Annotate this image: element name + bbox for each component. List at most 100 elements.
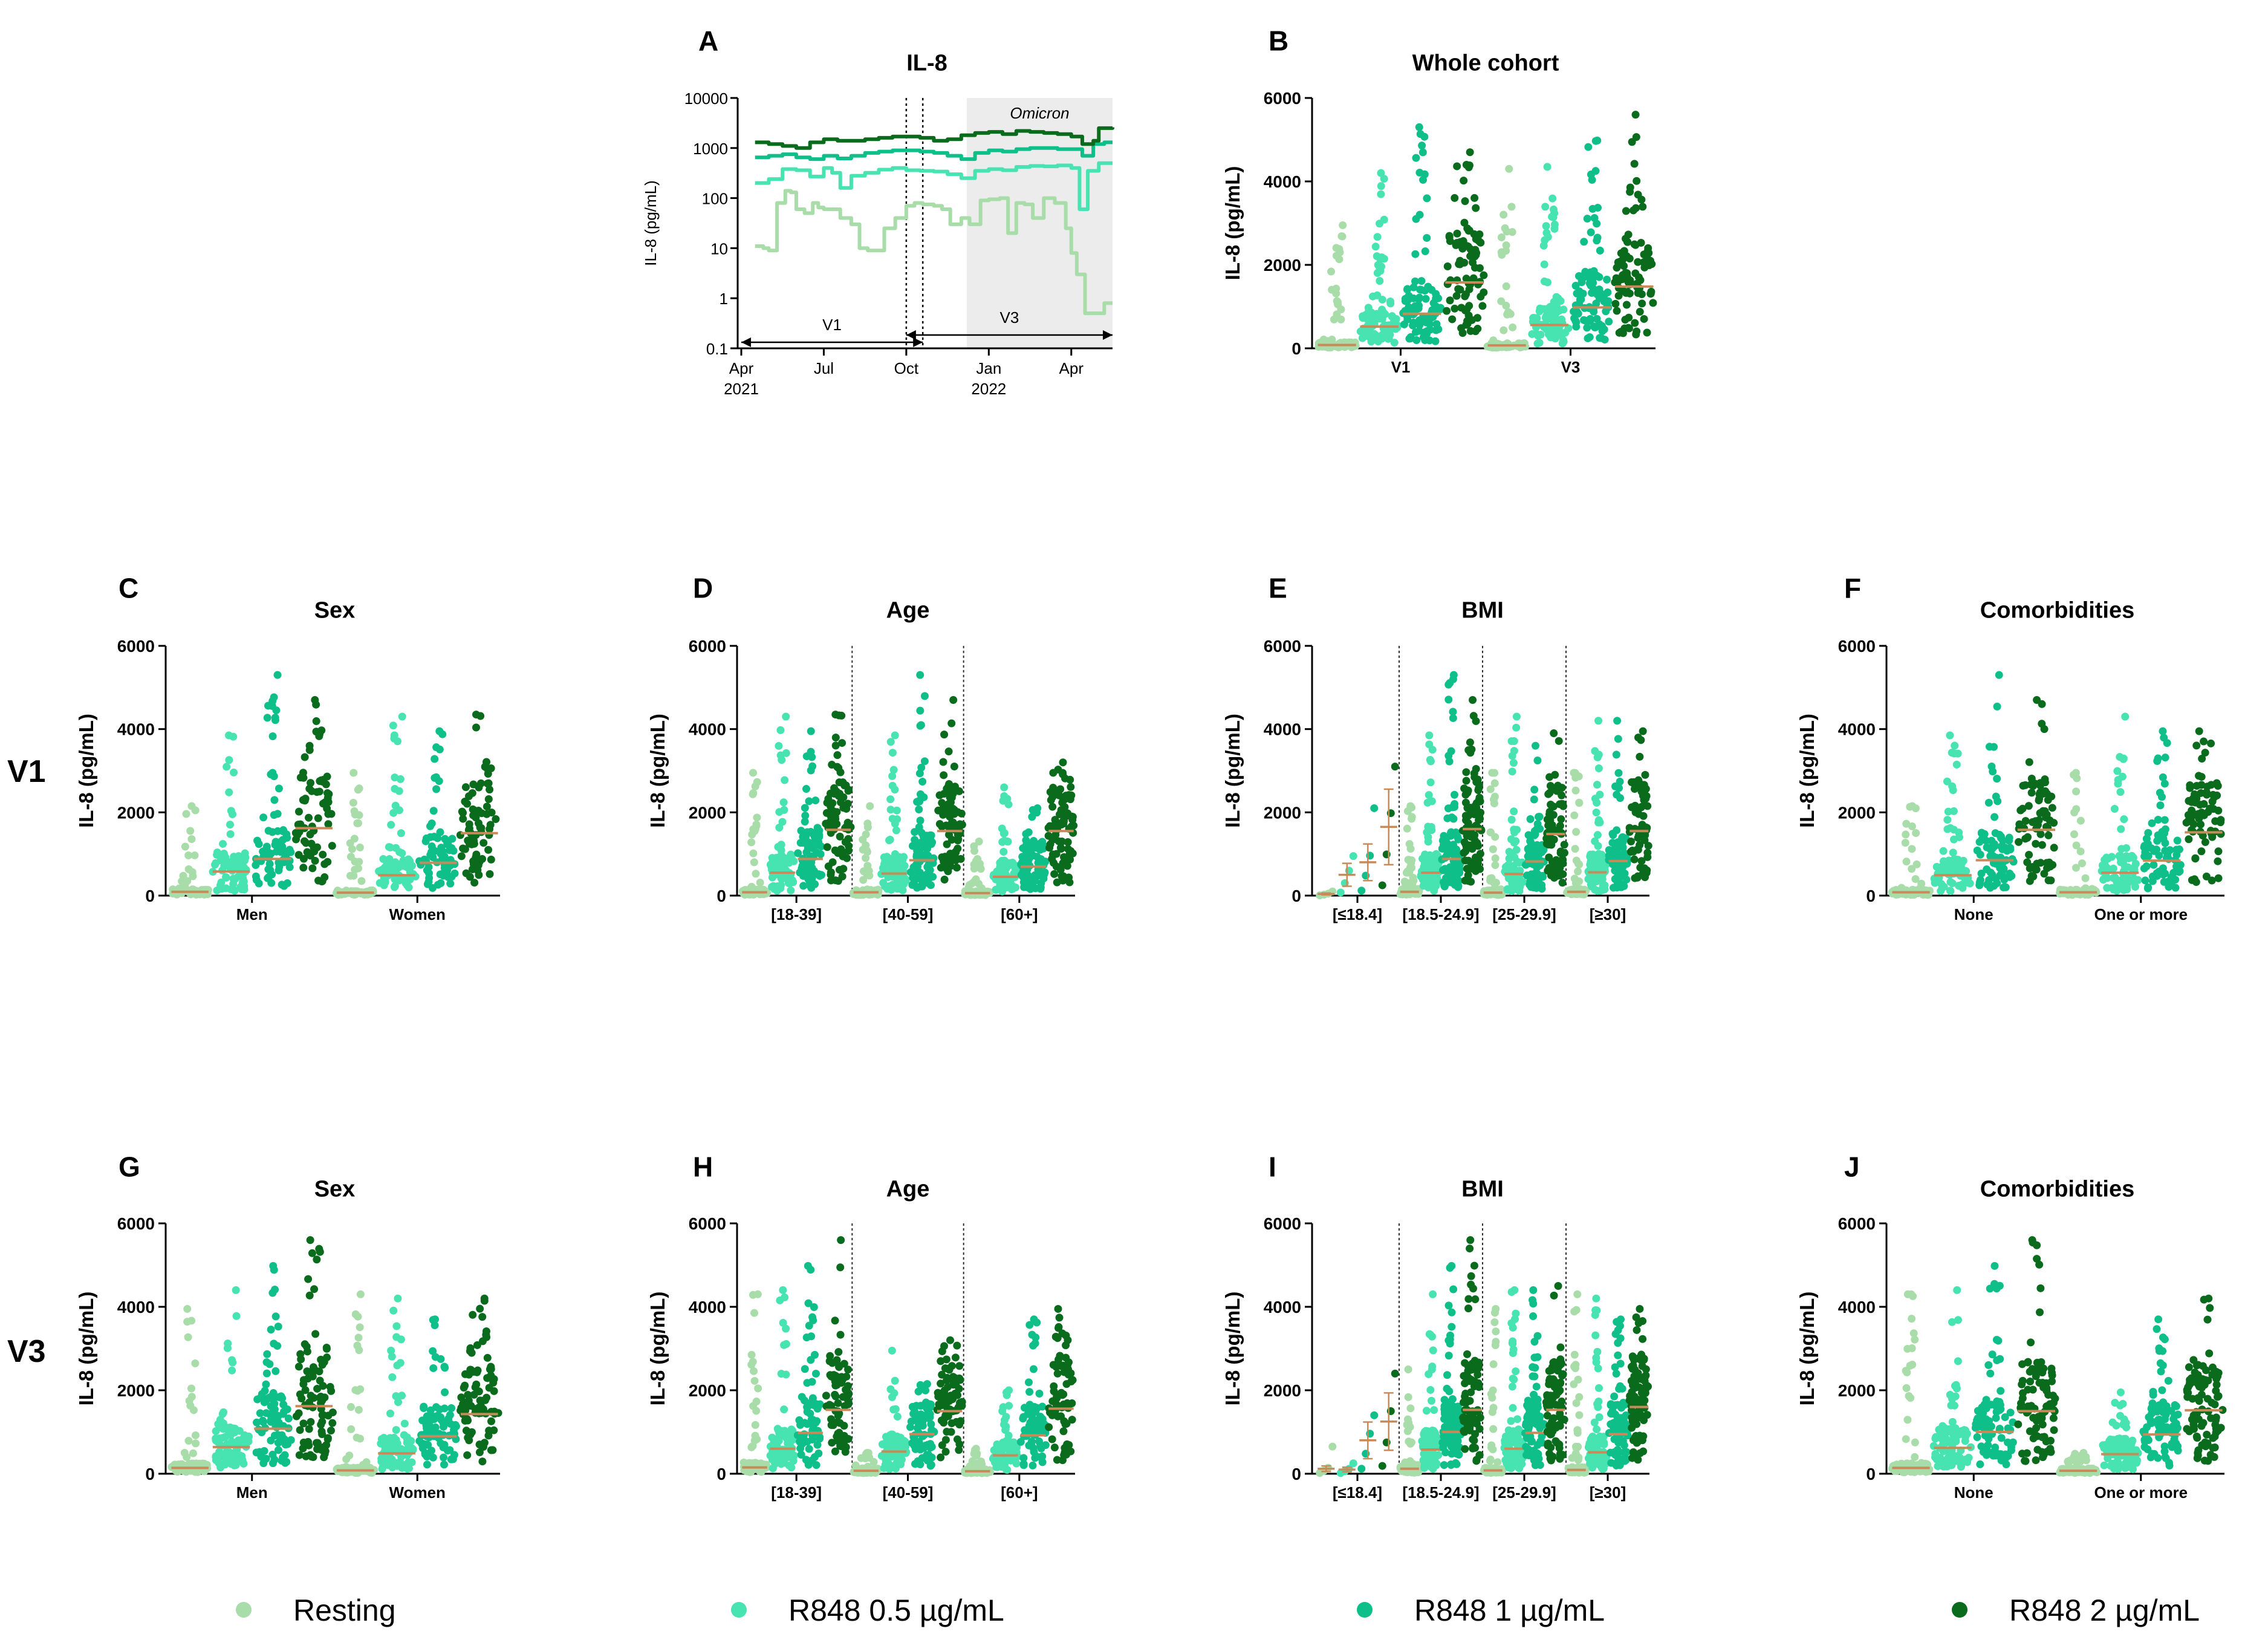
y-tick-label: 2000	[1838, 803, 1876, 822]
data-point	[1591, 885, 1599, 894]
data-point	[188, 868, 197, 876]
data-point	[1450, 802, 1458, 811]
data-point	[397, 829, 405, 838]
data-point	[940, 771, 948, 779]
data-point	[787, 850, 795, 859]
data-point	[2035, 790, 2044, 798]
data-point	[1446, 237, 1454, 246]
data-point	[386, 1409, 395, 1417]
data-point	[284, 848, 292, 857]
dot-cloud	[1443, 148, 1488, 337]
data-point	[1902, 830, 1910, 839]
data-point	[267, 770, 275, 778]
data-point	[1443, 873, 1452, 881]
data-point	[447, 873, 456, 881]
data-point	[1056, 810, 1064, 819]
data-point	[2038, 841, 2046, 849]
data-point	[470, 836, 478, 845]
data-point	[777, 881, 785, 890]
data-point	[1528, 330, 1536, 338]
data-point	[926, 831, 934, 839]
data-point	[865, 871, 874, 880]
data-point	[223, 763, 231, 771]
dot-cloud	[1611, 111, 1657, 339]
data-point	[1462, 768, 1470, 776]
data-point	[754, 1384, 762, 1393]
dot-cloud	[252, 671, 295, 890]
data-point	[1370, 804, 1379, 812]
data-point	[1611, 299, 1620, 308]
data-point	[437, 879, 445, 888]
data-point	[1024, 828, 1033, 836]
data-point	[1975, 881, 1984, 890]
data-point	[1504, 340, 1512, 348]
data-point	[2078, 859, 2086, 868]
data-point	[1505, 847, 1513, 856]
data-point	[2001, 883, 2010, 891]
data-point	[271, 1312, 280, 1321]
x-tick-label: [18-39]	[771, 1483, 822, 1502]
data-point	[1423, 233, 1431, 242]
data-point	[917, 763, 926, 772]
data-point	[1982, 836, 1990, 845]
data-point	[2131, 882, 2139, 891]
data-point	[1593, 781, 1601, 789]
data-point	[826, 789, 834, 798]
data-point	[225, 788, 233, 796]
data-point	[2214, 857, 2222, 865]
data-point	[1550, 729, 1558, 738]
data-point	[1999, 836, 2007, 845]
data-point	[1614, 769, 1623, 777]
data-point	[1463, 305, 1471, 313]
y-tick-label: 0	[1866, 887, 1876, 905]
data-point	[274, 1323, 282, 1331]
data-point	[1059, 859, 1067, 867]
data-point	[1583, 272, 1591, 281]
y-tick-label: 2000	[689, 803, 726, 822]
data-point	[1328, 285, 1336, 294]
y-tick-label: 4000	[117, 1298, 155, 1316]
data-point	[1027, 881, 1036, 890]
data-point	[2197, 847, 2206, 856]
data-point	[1593, 314, 1601, 323]
data-point	[1937, 887, 1945, 895]
data-point	[306, 1236, 314, 1245]
data-point	[2006, 869, 2014, 877]
data-point	[770, 885, 778, 893]
data-point	[1611, 782, 1619, 790]
data-point	[483, 1353, 492, 1362]
y-axis-label: IL-8 (pg/mL)	[646, 714, 669, 828]
data-point	[2154, 831, 2162, 839]
data-point	[1593, 798, 1601, 807]
data-point	[1993, 797, 2002, 805]
data-point	[301, 753, 309, 761]
data-point	[484, 795, 493, 803]
data-point	[1641, 873, 1649, 882]
x-tick-label: Men	[236, 905, 268, 923]
dot-cloud	[375, 712, 420, 891]
data-point	[225, 756, 233, 764]
data-point	[1469, 695, 1477, 704]
data-point	[2045, 816, 2054, 824]
dot-cloud	[1483, 164, 1530, 352]
data-point	[271, 1367, 280, 1375]
data-point	[443, 840, 452, 848]
data-point	[2208, 797, 2217, 805]
data-point	[472, 723, 481, 732]
data-point	[1593, 236, 1601, 245]
data-point	[429, 1347, 437, 1355]
data-point	[440, 1422, 448, 1431]
data-point	[833, 751, 842, 760]
data-point	[2070, 830, 2078, 839]
data-point	[279, 1401, 288, 1409]
data-point	[2171, 884, 2180, 892]
data-point	[2191, 854, 2200, 862]
data-point	[886, 738, 895, 746]
data-point	[2156, 801, 2165, 810]
y-tick-label: 4000	[689, 1298, 726, 1316]
data-point	[1941, 859, 1949, 867]
data-point	[2195, 727, 2203, 735]
data-point	[1543, 815, 1552, 824]
data-point	[191, 806, 200, 815]
